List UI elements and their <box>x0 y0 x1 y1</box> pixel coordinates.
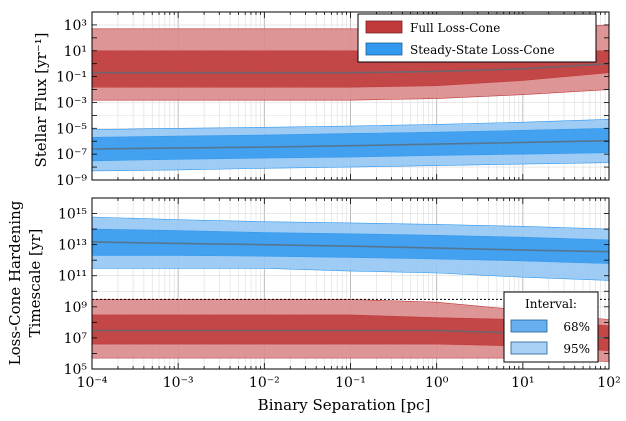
x-tick-label: 10⁰ <box>425 375 449 391</box>
bottom-ticks <box>91 197 610 370</box>
top-y-tick-label: 10³ <box>64 18 87 34</box>
top-median-line-full-loss-cone <box>92 62 609 74</box>
bottom-y-tick-label: 10¹³ <box>58 238 87 254</box>
x-axis-label: Binary Separation [pc] <box>258 396 431 414</box>
legend-label-full-loss-cone: Full Loss-Cone <box>410 21 500 35</box>
bottom-legend: Interval: 68% 95% <box>503 291 599 363</box>
legend-label-95: 95% <box>563 342 590 356</box>
legend-label-steady-state-loss-cone: Steady-State Loss-Cone <box>410 43 555 57</box>
legend-swatch-steady-state-loss-cone <box>365 42 403 56</box>
bottom-y-axis-label-line2: Timescale [yr] <box>26 229 44 338</box>
top-y-tick-label: 10⁻¹ <box>56 70 87 86</box>
top-y-axis-label: Stellar Flux [yr⁻¹] <box>32 32 50 167</box>
bottom-bands <box>92 216 609 362</box>
legend-swatch-full-loss-cone <box>365 20 403 34</box>
top-y-tick-label: 10⁻³ <box>56 95 87 111</box>
legend-title-interval: Interval: <box>525 297 577 311</box>
top-ticks <box>91 11 610 181</box>
bottom-band-68-full-loss-cone <box>92 314 609 352</box>
x-tick-label: 10⁻⁴ <box>77 375 108 391</box>
top-legend-box <box>357 13 597 63</box>
legend-label-68: 68% <box>563 320 590 334</box>
x-tick-label: 10¹ <box>511 375 534 391</box>
top-band-68-steady-state-loss-cone <box>92 128 609 162</box>
top-legend: Full Loss-Cone Steady-State Loss-Cone <box>357 13 597 63</box>
x-tick-label: 10⁻³ <box>163 375 194 391</box>
legend-swatch-68 <box>510 319 548 333</box>
x-tick-label: 10⁻² <box>249 375 280 391</box>
legend-swatch-95 <box>510 341 548 355</box>
bottom-y-axis-label-line1: Loss-Cone Hardening <box>6 200 24 365</box>
top-y-tick-label: 10¹ <box>64 44 87 60</box>
bottom-y-tick-label: 10⁵ <box>64 362 88 378</box>
top-median-line-steady-state-loss-cone <box>92 139 609 150</box>
top-y-tick-label: 10⁻⁷ <box>56 147 87 163</box>
x-tick-label: 10⁻¹ <box>335 375 366 391</box>
bottom-median-line-steady-state-loss-cone <box>92 241 609 253</box>
bottom-y-tick-label: 10¹¹ <box>58 269 87 285</box>
top-y-tick-label: 10⁻⁹ <box>56 173 87 189</box>
x-tick-label: 10² <box>597 375 620 391</box>
bottom-y-tick-label: 10⁹ <box>64 300 88 316</box>
bottom-y-tick-label: 10¹⁵ <box>58 207 87 223</box>
bottom-y-tick-label: 10⁷ <box>64 331 88 347</box>
top-y-tick-label: 10⁻⁵ <box>56 121 87 137</box>
